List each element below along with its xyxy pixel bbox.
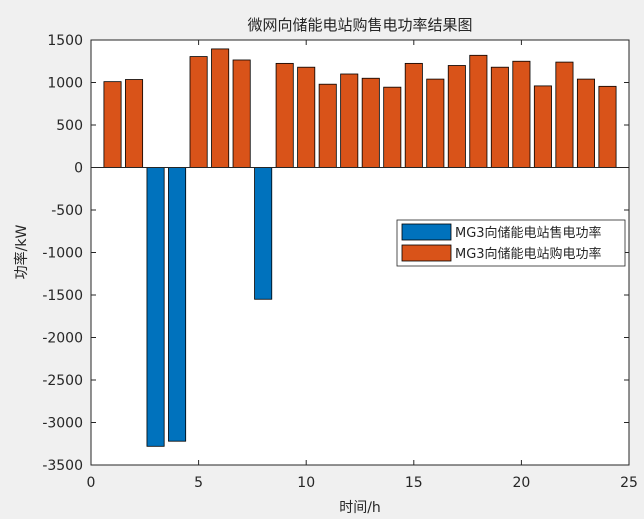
bar-buy-23 [576,78,595,168]
bars-group [103,48,617,447]
bar-buy-2 [125,79,144,168]
bar-buy-6 [211,48,230,168]
bar-buy-5 [189,56,208,168]
bar-buy-9 [275,62,294,168]
legend-label-buy: MG3向储能电站购电功率 [455,246,602,262]
bar-buy-11 [318,83,337,168]
bar-buy-1 [103,81,122,168]
x-tick-label: 25 [620,475,638,491]
x-tick-label: 0 [87,475,96,491]
legend-swatch-sell [401,223,452,241]
chart-title: 微网向储能电站购售电功率结果图 [247,16,472,34]
bar-buy-21 [533,85,552,168]
bar-buy-12 [340,73,359,168]
y-axis-label: 功率/kW [13,225,30,280]
y-tick-label: -1500 [42,288,83,304]
y-tick-label: -500 [51,203,83,219]
bar-buy-20 [512,60,531,168]
x-tick-label: 5 [194,475,203,491]
bar-buy-13 [361,77,380,168]
y-tick-label: 0 [74,161,83,177]
bar-buy-17 [447,65,466,168]
bar-buy-24 [598,85,617,168]
y-tick-label: -2000 [42,331,83,347]
bar-buy-15 [404,62,423,168]
x-tick-label: 10 [297,475,315,491]
bar-sell-3 [146,167,165,447]
legend-swatch-buy [401,244,452,262]
legend-label-sell: MG3向储能电站售电功率 [455,225,602,241]
bar-buy-19 [490,66,509,168]
bar-sell-8 [254,167,273,300]
y-tick-label: -3500 [42,458,83,474]
y-tick-label: -2500 [42,373,83,389]
y-tick-label: 1500 [47,33,83,49]
x-tick-label: 20 [512,475,530,491]
legend: MG3向储能电站售电功率 MG3向储能电站购电功率 [396,219,626,267]
bar-buy-7 [232,59,251,168]
y-tick-label: 500 [56,118,83,134]
y-tick-label: 1000 [47,76,83,92]
x-tick-label: 15 [405,475,423,491]
y-tick-label: -3000 [42,416,83,432]
x-axis-label: 时间/h [339,500,381,516]
y-tick-label: -1000 [42,246,83,262]
bar-sell-4 [168,167,187,442]
bar-buy-16 [426,78,445,168]
bar-buy-14 [383,86,402,168]
bar-buy-10 [297,66,316,168]
axis-ticks: 0 5 10 15 20 25 1500 1000 500 0 -500 -1000 -1500 -200… [42,33,638,491]
bar-buy-22 [555,61,574,168]
bar-buy-18 [469,54,488,168]
